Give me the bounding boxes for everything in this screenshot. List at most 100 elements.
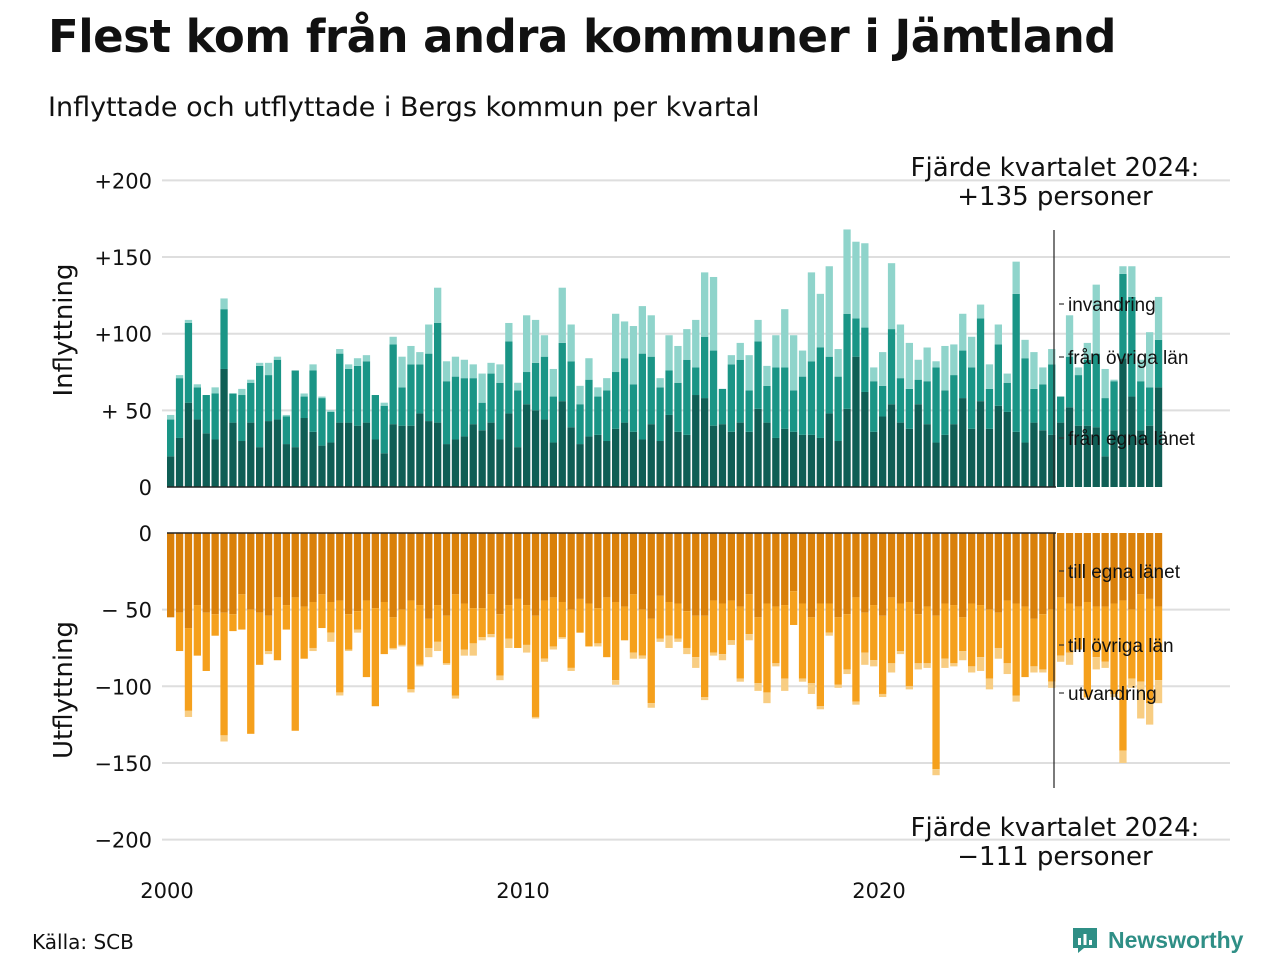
bar-out-emig [505,638,513,648]
bar-in-immig [1039,367,1047,385]
bar-in-other [852,318,860,357]
series-label: utvandring [1068,684,1157,705]
bar-out-emig [1110,693,1118,698]
bar-in-other [1065,356,1074,408]
bar-in-own [594,434,602,487]
bar-out-emig [985,678,994,690]
bar-out-emig [434,641,442,652]
bar-out-other [807,617,816,684]
bar-out-own [985,533,994,610]
bar-out-emig [594,643,602,647]
bar-in-immig [994,324,1002,345]
bar-out-other [1065,603,1074,653]
bar-out-other [398,609,406,645]
bar-in-other [1039,384,1047,431]
bar-in-other [1021,358,1029,443]
bar-out-own [1137,533,1145,595]
bar-out-own [256,533,264,613]
bar-out-emig [549,646,557,650]
bar-out-emig [1057,655,1065,662]
bar-in-immig [950,344,958,376]
bar-out-own [603,533,611,598]
bar-in-immig [825,266,833,357]
bar-in-immig [1101,368,1109,399]
bar-out-own [469,533,477,609]
bar-out-other [825,603,833,633]
bar-out-other [1110,603,1118,694]
bar-in-immig [763,365,771,386]
bar-out-own [514,533,522,599]
bar-out-own [834,533,842,618]
bar-in-other [353,365,362,426]
bar-in-own [1101,456,1109,487]
bar-out-own [754,533,762,618]
bar-in-own [327,442,335,487]
bar-in-own [745,431,753,487]
bar-in-immig [256,362,264,366]
bar-in-immig [264,362,273,376]
bar-out-own [727,533,735,601]
bar-in-other [683,359,691,435]
bar-in-other [914,379,922,405]
bar-in-own [968,428,976,487]
bar-out-own [1012,533,1020,604]
bar-out-other [674,603,682,639]
bar-in-own [941,434,949,487]
bar-out-own [291,533,299,598]
bar-out-other [870,605,878,661]
bar-in-own [976,401,985,487]
bar-out-own [576,533,584,599]
bar-out-emig [478,637,486,641]
bar-in-immig [531,319,540,363]
bar-in-own [674,431,682,487]
bar-out-emig [336,692,344,696]
bar-in-other [647,356,655,425]
bar-out-emig [665,635,673,648]
bar-out-other [540,600,549,659]
bar-in-immig [1128,266,1136,297]
bar-out-other [896,603,905,652]
bar-out-other [798,603,807,679]
source-label: Källa: SCB [32,930,134,954]
bar-in-own [1083,425,1091,487]
bar-out-other [531,615,540,717]
bar-out-emig [1065,652,1074,665]
bar-in-other [861,327,869,392]
bar-in-immig [852,241,860,319]
bar-out-other [523,605,531,645]
bar-in-other [505,341,513,414]
bar-in-own [460,436,468,487]
bar-in-own [647,424,655,487]
bar-out-other [923,606,931,664]
bar-in-other [923,381,931,425]
bar-out-own [478,533,486,609]
bar-in-own [905,428,913,487]
bar-in-immig [754,319,762,342]
bar-out-own [914,533,922,615]
bar-out-other [318,594,326,629]
bar-out-other [834,617,842,685]
bar-in-own [923,424,931,487]
bar-in-other [380,405,388,454]
bar-in-own [603,441,611,487]
bar-in-immig [647,315,655,357]
bar-in-own [523,404,531,487]
bar-out-own [968,533,976,604]
bar-in-immig [398,356,406,388]
bar-out-other [727,600,735,641]
bar-out-other [1039,614,1047,670]
bar-out-other [256,612,264,665]
chart-subtitle: Inflyttade och utflyttade i Bergs kommun… [48,92,760,123]
bar-in-immig [407,345,415,365]
bar-out-own [362,533,371,601]
bar-out-other [451,594,460,696]
bar-out-emig [398,644,406,647]
bar-out-own [1048,533,1056,610]
bar-in-own [807,434,816,487]
bar-in-own [558,401,566,487]
bar-out-other [336,600,344,693]
bar-out-emig [798,678,807,682]
bar-in-own [247,422,255,487]
bar-out-own [950,533,958,606]
bar-in-own [1057,422,1065,487]
